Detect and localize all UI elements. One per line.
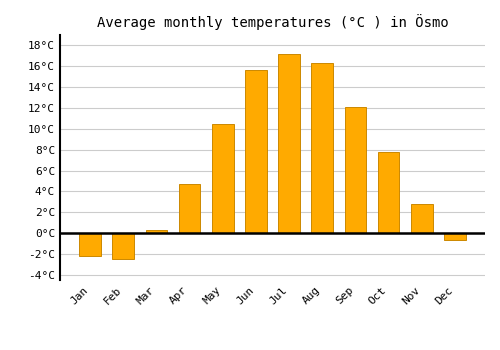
Bar bbox=[112, 233, 134, 259]
Bar bbox=[278, 54, 300, 233]
Bar bbox=[444, 233, 466, 240]
Title: Average monthly temperatures (°C ) in Ösmo: Average monthly temperatures (°C ) in Ös… bbox=[96, 14, 448, 30]
Bar bbox=[179, 184, 201, 233]
Bar bbox=[245, 70, 266, 233]
Bar bbox=[411, 204, 432, 233]
Bar bbox=[80, 233, 101, 256]
Bar bbox=[212, 124, 234, 233]
Bar bbox=[146, 230, 167, 233]
Bar bbox=[378, 152, 400, 233]
Bar bbox=[312, 63, 333, 233]
Bar bbox=[344, 107, 366, 233]
